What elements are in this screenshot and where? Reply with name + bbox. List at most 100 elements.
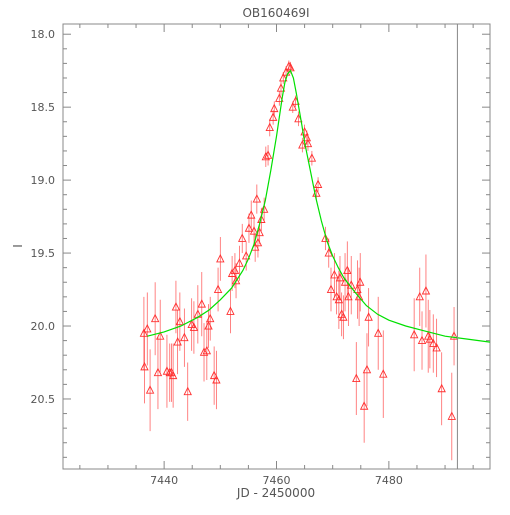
data-point [276,83,286,92]
data-point [343,265,352,275]
data-point [288,102,298,111]
x-tick-label: 7460 [263,474,291,487]
data-point [355,277,365,286]
data-point [180,332,189,342]
data-point [429,338,438,347]
data-point [417,335,427,345]
data-point [265,122,274,132]
data-point [230,265,240,275]
data-point [364,312,373,321]
y-tick-label: 20.5 [31,393,56,406]
data-point [153,367,163,377]
data-point [171,302,181,311]
data-point [227,268,237,277]
data-point [415,291,424,301]
data-point [447,411,457,420]
data-point [352,373,361,382]
error-bars [143,60,455,461]
data-point [173,337,182,346]
x-tick-label: 7440 [150,474,178,487]
data-point [199,347,209,356]
data-point [212,374,221,384]
data-point [237,233,247,242]
data-point [235,258,244,267]
data-point [268,112,278,121]
data-point [253,237,263,247]
data-point [303,138,313,148]
data-point [373,328,383,337]
y-tick-label: 18.0 [31,28,56,41]
data-point [379,369,388,378]
data-point [202,345,212,355]
data-point [334,294,344,304]
x-axis-label: JD - 2450000 [236,486,315,500]
x-axis: 7440 7460 7480 [79,24,474,487]
data-point [150,313,160,323]
data-point [209,370,219,380]
data-point [279,72,288,82]
data-point [344,291,353,301]
data-point [241,250,251,260]
data-point [168,370,178,380]
data-point [140,361,149,371]
chart-title: OB160469I [242,6,309,20]
data-point [246,210,256,219]
data-point [298,140,307,149]
data-point [425,334,435,343]
y-axis: 18.0 18.5 19.0 19.5 20.0 20.5 [31,28,490,458]
data-point [244,223,254,232]
data-point [421,285,431,295]
data-point [326,284,336,293]
data-point [307,153,317,162]
y-tick-label: 18.5 [31,101,56,114]
data-point [231,275,241,285]
data-point [324,248,333,257]
data-point [143,323,152,333]
data-point [189,322,199,331]
data-point [409,329,419,339]
data-point [362,364,372,374]
data-point [183,386,192,396]
data-point [313,179,323,188]
data-point [216,253,225,263]
data-point [263,150,273,159]
data-point [261,151,271,161]
data-point [437,383,446,393]
data-point [139,328,149,337]
y-tick-label: 20.0 [31,320,56,333]
y-tick-label: 19.0 [31,174,56,187]
x-tick-label: 7480 [375,474,403,487]
data-point [284,61,294,70]
data-point [213,284,223,293]
y-axis-label: I [11,244,25,248]
data-point [205,313,215,323]
data-point [252,194,262,203]
data-point [197,299,207,308]
data-point [330,269,339,279]
y-tick-label: 19.5 [31,247,56,260]
plot-frame [62,23,491,470]
data-point [359,401,369,410]
data-point [175,316,185,326]
data-point [204,321,213,330]
data-point [257,214,266,223]
data-point [275,93,284,102]
data-point [270,103,279,113]
model-curve [147,69,491,343]
data-point [226,306,235,315]
data-point [155,331,165,340]
data-point [432,342,441,352]
data-point [339,312,348,321]
data-point [354,291,364,301]
data-point [335,272,345,282]
data-point [249,226,259,235]
data-point [302,132,312,142]
data-point [353,284,362,293]
data-point [259,204,269,213]
data-point [145,385,155,394]
data-points [139,61,459,420]
data-point [281,67,291,76]
data-point [321,233,330,242]
